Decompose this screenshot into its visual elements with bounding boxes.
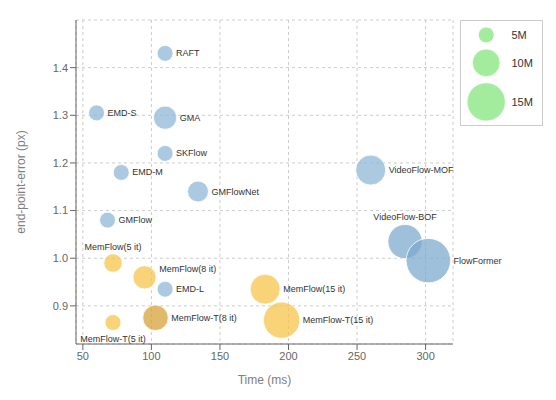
svg-text:MemFlow(15 it): MemFlow(15 it) [283,284,345,294]
svg-text:1.2: 1.2 [53,157,68,169]
svg-text:1.1: 1.1 [53,204,68,216]
svg-text:200: 200 [279,350,297,362]
svg-text:1.4: 1.4 [53,62,68,74]
svg-text:FlowFormer: FlowFormer [454,256,502,266]
svg-text:EMD-L: EMD-L [176,284,204,294]
svg-text:VideoFlow-MOF: VideoFlow-MOF [389,165,454,175]
svg-text:1.3: 1.3 [53,109,68,121]
svg-text:300: 300 [416,350,434,362]
svg-text:RAFT: RAFT [176,48,200,58]
svg-text:250: 250 [348,350,366,362]
svg-text:VideoFlow-BOF: VideoFlow-BOF [373,212,437,222]
svg-text:EMD-M: EMD-M [132,167,163,177]
svg-text:GMFlowNet: GMFlowNet [211,187,259,197]
svg-text:5M: 5M [511,29,526,41]
svg-text:50: 50 [77,350,89,362]
svg-text:end-point-error (px): end-point-error (px) [14,130,28,233]
svg-text:15M: 15M [511,96,532,108]
svg-text:100: 100 [142,350,160,362]
svg-text:EMD-S: EMD-S [108,108,137,118]
svg-text:1.0: 1.0 [53,252,68,264]
svg-text:10M: 10M [511,57,532,69]
svg-text:MemFlow(8 it): MemFlow(8 it) [159,264,216,274]
svg-text:GMA: GMA [180,113,201,123]
svg-text:150: 150 [211,350,229,362]
svg-text:MemFlow-T(8 it): MemFlow-T(8 it) [171,313,237,323]
svg-text:Time (ms): Time (ms) [238,373,292,387]
svg-text:MemFlow-T(5 it): MemFlow-T(5 it) [80,334,146,344]
svg-text:GMFlow: GMFlow [119,215,153,225]
svg-text:SKFlow: SKFlow [176,148,208,158]
svg-text:0.9: 0.9 [53,300,68,312]
svg-text:MemFlow(5 it): MemFlow(5 it) [85,242,142,252]
svg-text:MemFlow-T(15 it): MemFlow-T(15 it) [303,315,374,325]
